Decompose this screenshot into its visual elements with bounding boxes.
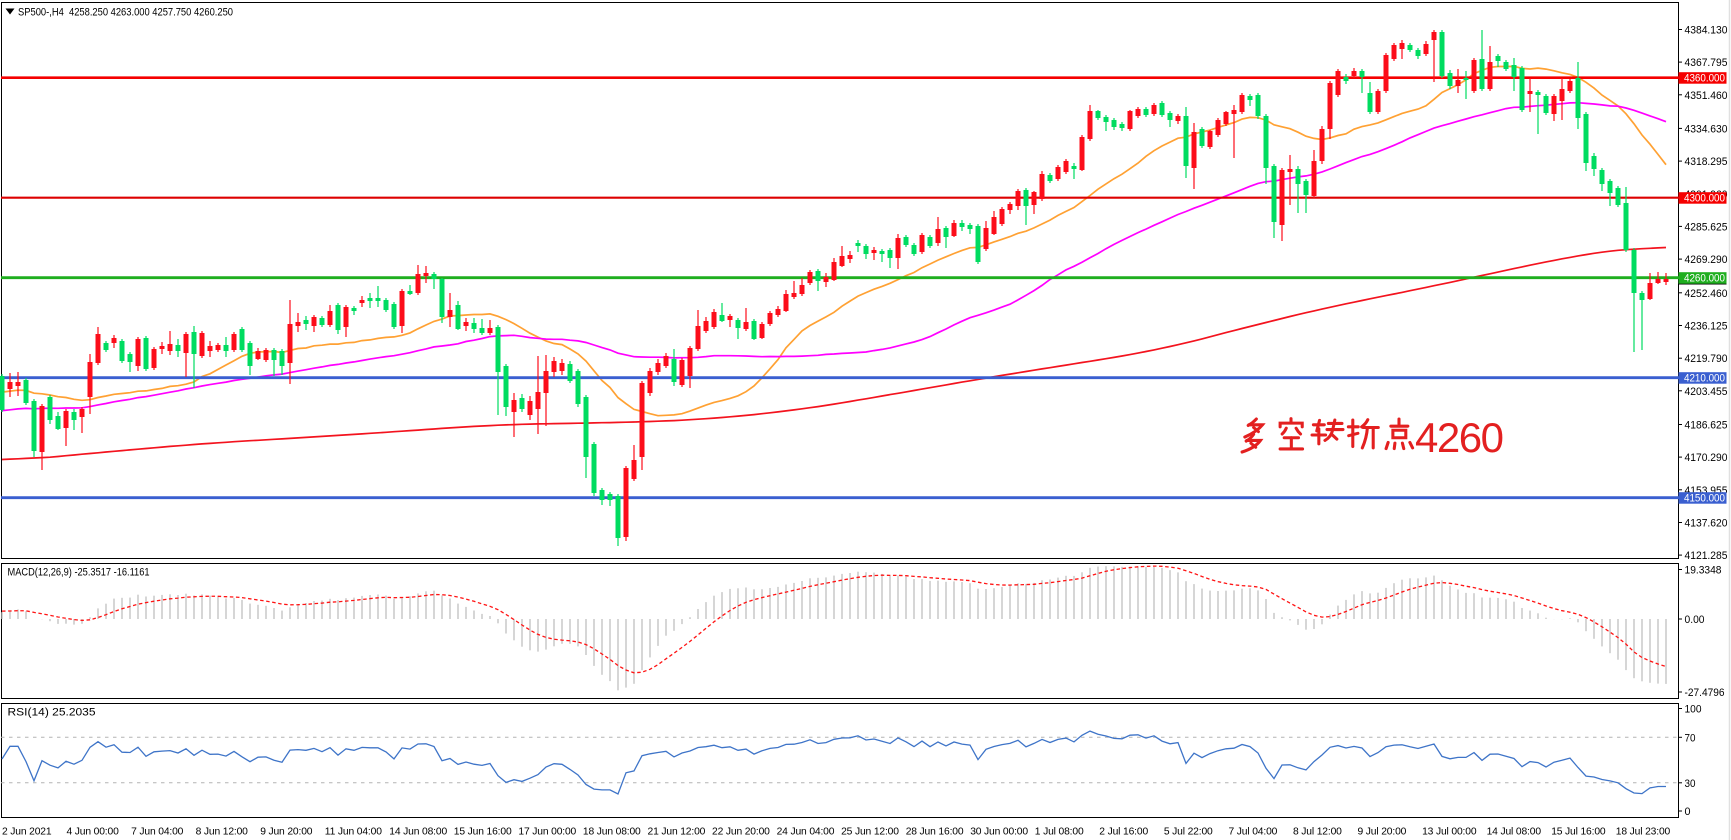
svg-text:4384.130: 4384.130 — [1685, 25, 1728, 37]
svg-text:4260: 4260 — [1415, 414, 1503, 461]
svg-text:5 Jul 22:00: 5 Jul 22:00 — [1164, 827, 1213, 838]
svg-text:14 Jul 08:00: 14 Jul 08:00 — [1487, 827, 1542, 838]
svg-text:25 Jun 12:00: 25 Jun 12:00 — [841, 827, 899, 838]
svg-text:4285.625: 4285.625 — [1685, 221, 1728, 233]
svg-text:30: 30 — [1685, 778, 1696, 790]
svg-text:8 Jun 12:00: 8 Jun 12:00 — [196, 827, 249, 838]
svg-text:0.00: 0.00 — [1685, 614, 1705, 626]
svg-text:4318.295: 4318.295 — [1685, 156, 1728, 168]
svg-text:4210.000: 4210.000 — [1684, 373, 1725, 385]
svg-text:1 Jul 08:00: 1 Jul 08:00 — [1035, 827, 1084, 838]
svg-text:4170.290: 4170.290 — [1685, 452, 1728, 464]
svg-text:19.3348: 19.3348 — [1685, 565, 1722, 577]
svg-text:17 Jun 00:00: 17 Jun 00:00 — [518, 827, 576, 838]
svg-text:4367.795: 4367.795 — [1685, 57, 1728, 69]
svg-text:21 Jun 12:00: 21 Jun 12:00 — [648, 827, 706, 838]
svg-text:4150.000: 4150.000 — [1684, 493, 1725, 505]
svg-text:4121.285: 4121.285 — [1685, 550, 1728, 562]
svg-text:15 Jun 16:00: 15 Jun 16:00 — [454, 827, 512, 838]
svg-text:-27.4796: -27.4796 — [1685, 687, 1725, 699]
svg-text:30 Jun 00:00: 30 Jun 00:00 — [970, 827, 1028, 838]
svg-text:4 Jun 00:00: 4 Jun 00:00 — [67, 827, 120, 838]
svg-text:11 Jun 04:00: 11 Jun 04:00 — [325, 827, 382, 838]
svg-text:0: 0 — [1685, 806, 1691, 818]
svg-text:4300.000: 4300.000 — [1684, 193, 1725, 205]
svg-text:4186.625: 4186.625 — [1685, 420, 1728, 432]
svg-text:4260.000: 4260.000 — [1684, 273, 1725, 285]
svg-text:22 Jun 20:00: 22 Jun 20:00 — [712, 827, 770, 838]
svg-text:14 Jun 08:00: 14 Jun 08:00 — [389, 827, 447, 838]
svg-text:15 Jul 16:00: 15 Jul 16:00 — [1551, 827, 1606, 838]
svg-text:18 Jul 23:00: 18 Jul 23:00 — [1616, 827, 1671, 838]
svg-text:4137.620: 4137.620 — [1685, 518, 1728, 530]
svg-text:18 Jun 08:00: 18 Jun 08:00 — [583, 827, 641, 838]
svg-text:MACD(12,26,9) -25.3517 -16.116: MACD(12,26,9) -25.3517 -16.1161 — [8, 567, 150, 579]
svg-text:9 Jul 20:00: 9 Jul 20:00 — [1358, 827, 1407, 838]
svg-text:4203.455: 4203.455 — [1685, 386, 1728, 398]
svg-text:7 Jul 04:00: 7 Jul 04:00 — [1229, 827, 1278, 838]
svg-text:13 Jul 00:00: 13 Jul 00:00 — [1422, 827, 1477, 838]
svg-text:28 Jun 16:00: 28 Jun 16:00 — [906, 827, 964, 838]
svg-text:4219.790: 4219.790 — [1685, 353, 1728, 365]
svg-text:7 Jun 04:00: 7 Jun 04:00 — [131, 827, 184, 838]
svg-text:4269.290: 4269.290 — [1685, 254, 1728, 266]
svg-text:4351.460: 4351.460 — [1685, 90, 1728, 102]
svg-text:2 Jul 16:00: 2 Jul 16:00 — [1099, 827, 1148, 838]
svg-text:4360.000: 4360.000 — [1684, 73, 1725, 85]
svg-text:4334.630: 4334.630 — [1685, 123, 1728, 135]
svg-text:RSI(14) 25.2035: RSI(14) 25.2035 — [8, 707, 96, 719]
svg-text:8 Jul 12:00: 8 Jul 12:00 — [1293, 827, 1342, 838]
svg-text:4236.125: 4236.125 — [1685, 321, 1728, 333]
svg-text:24 Jun 04:00: 24 Jun 04:00 — [777, 827, 835, 838]
svg-text:100: 100 — [1685, 704, 1702, 716]
svg-text:2 Jun 2021: 2 Jun 2021 — [2, 827, 52, 838]
svg-text:4252.460: 4252.460 — [1685, 288, 1728, 300]
svg-text:SP500-,H4 4258.250 4263.000 4: SP500-,H4 4258.250 4263.000 4257.750 426… — [18, 7, 233, 19]
svg-text:9 Jun 20:00: 9 Jun 20:00 — [260, 827, 313, 838]
svg-text:70: 70 — [1685, 732, 1696, 744]
